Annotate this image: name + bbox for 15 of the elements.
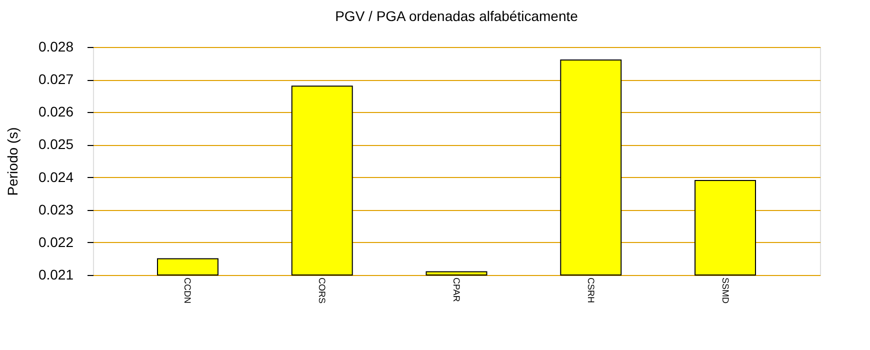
x-tick-label: CSRH [586, 278, 596, 304]
y-axis-title: Periodo (s) [4, 127, 20, 196]
y-tick-label: 0.025 [38, 136, 74, 152]
x-tick-label: CCDN [182, 278, 193, 304]
y-tick-label: 0.022 [38, 234, 74, 250]
x-tick-label: CPAR [452, 278, 462, 302]
y-tick-label: 0.021 [38, 266, 74, 282]
x-tick-label: SSMD [720, 278, 730, 304]
x-tick-label: CORS [317, 278, 328, 304]
y-tick-label: 0.023 [38, 201, 74, 218]
y-tick-label: 0.026 [38, 104, 74, 120]
y-tick-label: 0.028 [38, 38, 74, 54]
y-tick-label: 0.027 [38, 71, 74, 88]
y-tick-label: 0.024 [38, 168, 74, 185]
chart-title: PGV / PGA ordenadas alfabéticamente [335, 8, 578, 24]
